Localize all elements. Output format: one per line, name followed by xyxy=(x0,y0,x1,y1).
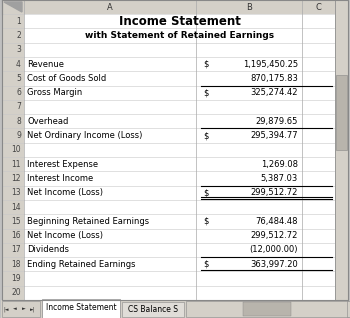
Text: 3: 3 xyxy=(16,45,21,54)
Text: CS Balance S: CS Balance S xyxy=(128,306,178,315)
Text: Dividends: Dividends xyxy=(27,245,69,254)
Text: Cost of Goods Sold: Cost of Goods Sold xyxy=(27,74,106,83)
Text: 4: 4 xyxy=(16,59,21,69)
Text: $: $ xyxy=(203,188,209,197)
Bar xyxy=(336,75,347,150)
Text: 295,394.77: 295,394.77 xyxy=(250,131,298,140)
Text: Overhead: Overhead xyxy=(27,117,68,126)
Text: 29,879.65: 29,879.65 xyxy=(256,117,298,126)
Text: Interest Expense: Interest Expense xyxy=(27,160,98,169)
Text: Income Statement: Income Statement xyxy=(46,303,116,313)
Bar xyxy=(24,14,335,300)
Text: 16: 16 xyxy=(11,231,21,240)
Text: 1: 1 xyxy=(16,17,21,26)
Text: Beginning Retained Earnings: Beginning Retained Earnings xyxy=(27,217,149,226)
Bar xyxy=(335,0,348,300)
Text: $: $ xyxy=(203,260,209,269)
Text: ►|: ►| xyxy=(30,306,36,312)
Text: 870,175.83: 870,175.83 xyxy=(250,74,298,83)
Text: ►: ► xyxy=(22,307,26,312)
Bar xyxy=(122,302,184,317)
Text: $: $ xyxy=(203,88,209,97)
Text: 1,269.08: 1,269.08 xyxy=(261,160,298,169)
Text: 13: 13 xyxy=(11,188,21,197)
Text: 5: 5 xyxy=(16,74,21,83)
Text: 7: 7 xyxy=(16,102,21,111)
Text: 76,484.48: 76,484.48 xyxy=(256,217,298,226)
Text: 8: 8 xyxy=(16,117,21,126)
Text: 1,195,450.25: 1,195,450.25 xyxy=(243,59,298,69)
Text: C: C xyxy=(316,3,321,11)
Text: (12,000.00): (12,000.00) xyxy=(250,245,298,254)
Text: Net Income (Loss): Net Income (Loss) xyxy=(27,188,103,197)
Text: Interest Income: Interest Income xyxy=(27,174,93,183)
Text: Gross Margin: Gross Margin xyxy=(27,88,82,97)
Text: 19: 19 xyxy=(11,274,21,283)
Text: Net Income (Loss): Net Income (Loss) xyxy=(27,231,103,240)
Text: Revenue: Revenue xyxy=(27,59,64,69)
Text: 10: 10 xyxy=(11,145,21,154)
Text: 325,274.42: 325,274.42 xyxy=(251,88,298,97)
Bar xyxy=(2,0,348,14)
Text: $: $ xyxy=(203,217,209,226)
Text: 299,512.72: 299,512.72 xyxy=(251,231,298,240)
Text: 363,997.20: 363,997.20 xyxy=(250,260,298,269)
Text: 12: 12 xyxy=(12,174,21,183)
Bar xyxy=(2,301,40,317)
Polygon shape xyxy=(4,2,22,12)
Text: 299,512.72: 299,512.72 xyxy=(251,188,298,197)
Text: Income Statement: Income Statement xyxy=(119,15,240,28)
Bar xyxy=(2,14,24,300)
Text: 11: 11 xyxy=(12,160,21,169)
Text: with Statement of Retained Earnings: with Statement of Retained Earnings xyxy=(85,31,274,40)
Bar xyxy=(347,301,350,317)
Bar xyxy=(186,301,348,317)
Text: 5,387.03: 5,387.03 xyxy=(261,174,298,183)
Text: 18: 18 xyxy=(12,260,21,269)
Text: |◄: |◄ xyxy=(3,306,9,312)
Text: 9: 9 xyxy=(16,131,21,140)
Text: 6: 6 xyxy=(16,88,21,97)
Text: 15: 15 xyxy=(11,217,21,226)
Text: 17: 17 xyxy=(11,245,21,254)
Text: $: $ xyxy=(203,131,209,140)
Bar xyxy=(42,299,120,318)
Text: $: $ xyxy=(203,59,209,69)
Text: B: B xyxy=(246,3,252,11)
Text: 2: 2 xyxy=(16,31,21,40)
Text: ◄: ◄ xyxy=(13,307,17,312)
Text: 20: 20 xyxy=(11,288,21,297)
Text: 14: 14 xyxy=(11,203,21,211)
Text: A: A xyxy=(107,3,113,11)
Bar xyxy=(1,300,349,318)
Text: Net Ordinary Income (Loss): Net Ordinary Income (Loss) xyxy=(27,131,142,140)
Bar xyxy=(243,302,291,316)
Text: Ending Retained Earnings: Ending Retained Earnings xyxy=(27,260,135,269)
